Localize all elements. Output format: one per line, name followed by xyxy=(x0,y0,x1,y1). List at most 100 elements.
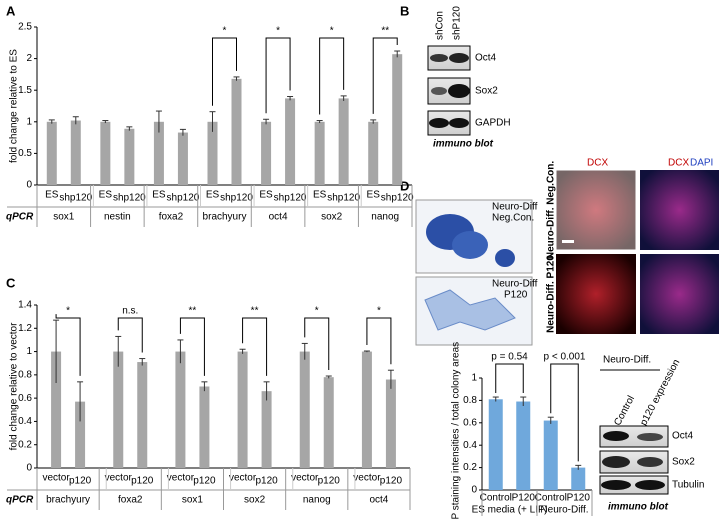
lane-label: shP120 xyxy=(452,6,463,40)
x-tick-label: brachyury xyxy=(46,495,90,506)
panel-label: D xyxy=(400,178,409,193)
bar xyxy=(175,351,186,468)
series-label: p120 xyxy=(193,476,216,487)
significance-label: * xyxy=(66,306,70,317)
series-label: ES xyxy=(367,190,381,201)
y-tick-label: 0.5 xyxy=(18,148,32,159)
significance-label: * xyxy=(377,306,381,317)
series-label: vector xyxy=(167,473,195,484)
x-axis-label: qPCR xyxy=(6,495,34,506)
significance-bracket xyxy=(550,363,579,462)
x-tick-label: foxa2 xyxy=(118,495,143,506)
panel-label: A xyxy=(6,3,16,18)
bar xyxy=(571,467,586,490)
image-label: Neuro-Diff xyxy=(492,202,538,213)
significance-bracket xyxy=(117,317,143,353)
image-label: Neg.Con. xyxy=(492,213,534,224)
significance-bracket xyxy=(366,317,392,365)
lane-label: p120 expression xyxy=(638,358,682,428)
bar xyxy=(207,121,218,185)
significance-label: ** xyxy=(251,306,259,317)
x-tick-label: sox2 xyxy=(244,495,266,506)
significance-label: p = 0.54 xyxy=(491,352,528,363)
series-label: ES xyxy=(99,190,113,201)
x-tick-label: P120 xyxy=(512,493,536,504)
y-tick-label: 0.4 xyxy=(463,440,477,451)
significance-label: p < 0.001 xyxy=(544,352,586,363)
x-tick-label: Control xyxy=(480,493,512,504)
series-label: shp120 xyxy=(113,193,146,204)
series-label: vector xyxy=(42,473,70,484)
series-label: shp120 xyxy=(167,193,200,204)
bar xyxy=(299,351,310,468)
significance-bracket xyxy=(179,317,205,376)
series-label: shp120 xyxy=(274,193,307,204)
y-tick-label: 0.8 xyxy=(463,395,477,406)
bar xyxy=(199,386,210,468)
micrograph xyxy=(415,199,533,346)
blot-caption: immuno blot xyxy=(608,502,669,513)
y-axis-label: AP staining intensities / total colony a… xyxy=(451,342,462,519)
significance-label: * xyxy=(276,26,280,37)
y-tick-label: 0.8 xyxy=(18,369,32,380)
series-label: ES xyxy=(45,190,59,201)
y-tick-label: 0 xyxy=(26,180,32,191)
protein-label: Oct4 xyxy=(475,53,497,64)
x-tick-label: oct4 xyxy=(369,495,388,506)
protein-label: Sox2 xyxy=(672,457,695,468)
y-tick-label: 0.6 xyxy=(463,417,477,428)
y-tick-label: 2 xyxy=(26,53,32,64)
y-tick-label: 0.2 xyxy=(18,439,32,450)
x-tick-label: brachyury xyxy=(203,212,247,223)
series-label: shp120 xyxy=(220,193,253,204)
blot xyxy=(427,45,471,136)
panel-label: C xyxy=(6,275,16,290)
column-label: DAPI xyxy=(690,158,713,169)
micrograph xyxy=(555,169,719,334)
series-label: p120 xyxy=(255,476,278,487)
bar xyxy=(231,78,242,185)
significance-bracket xyxy=(55,314,81,376)
y-axis-label: fold change relative to vector xyxy=(9,322,20,451)
lane-label: Control xyxy=(612,394,637,428)
lane-label: shCon xyxy=(435,11,446,40)
column-label: DCX xyxy=(587,158,608,169)
x-tick-label: foxa2 xyxy=(159,212,184,223)
x-tick-label: sox2 xyxy=(321,212,343,223)
x-tick-label: nestin xyxy=(104,212,131,223)
significance-bracket xyxy=(242,317,268,376)
bar xyxy=(100,121,111,185)
y-tick-label: 1.5 xyxy=(18,85,32,96)
significance-label: n.s. xyxy=(122,306,138,317)
bar xyxy=(385,379,396,468)
x-tick-label: Control xyxy=(535,493,567,504)
x-axis-label: qPCR xyxy=(6,212,34,223)
series-label: vector xyxy=(229,473,257,484)
bar xyxy=(75,401,86,468)
bar xyxy=(261,391,272,468)
protein-label: GAPDH xyxy=(475,118,511,129)
bar xyxy=(323,377,334,468)
series-label: shp120 xyxy=(327,193,360,204)
significance-bracket xyxy=(319,37,345,115)
significance-bracket xyxy=(265,37,291,114)
significance-label: ** xyxy=(381,26,389,37)
y-tick-label: 1.4 xyxy=(18,300,32,311)
significance-label: * xyxy=(223,26,227,37)
blot-caption: immuno blot xyxy=(433,139,494,150)
blot xyxy=(599,425,669,495)
image-label: P120 xyxy=(504,290,528,301)
blot-heading: Neuro-Diff. xyxy=(603,355,651,366)
bar xyxy=(237,351,248,468)
bar xyxy=(392,54,403,186)
significance-label: * xyxy=(330,26,334,37)
protein-label: Tubulin xyxy=(672,480,704,491)
series-label: ES xyxy=(152,190,166,201)
y-tick-label: 0.4 xyxy=(18,416,32,427)
significance-bracket xyxy=(372,37,398,114)
panel-label: B xyxy=(400,3,409,18)
series-label: vector xyxy=(291,473,319,484)
y-tick-label: 0.2 xyxy=(463,462,477,473)
y-tick-label: 2.5 xyxy=(18,22,32,33)
